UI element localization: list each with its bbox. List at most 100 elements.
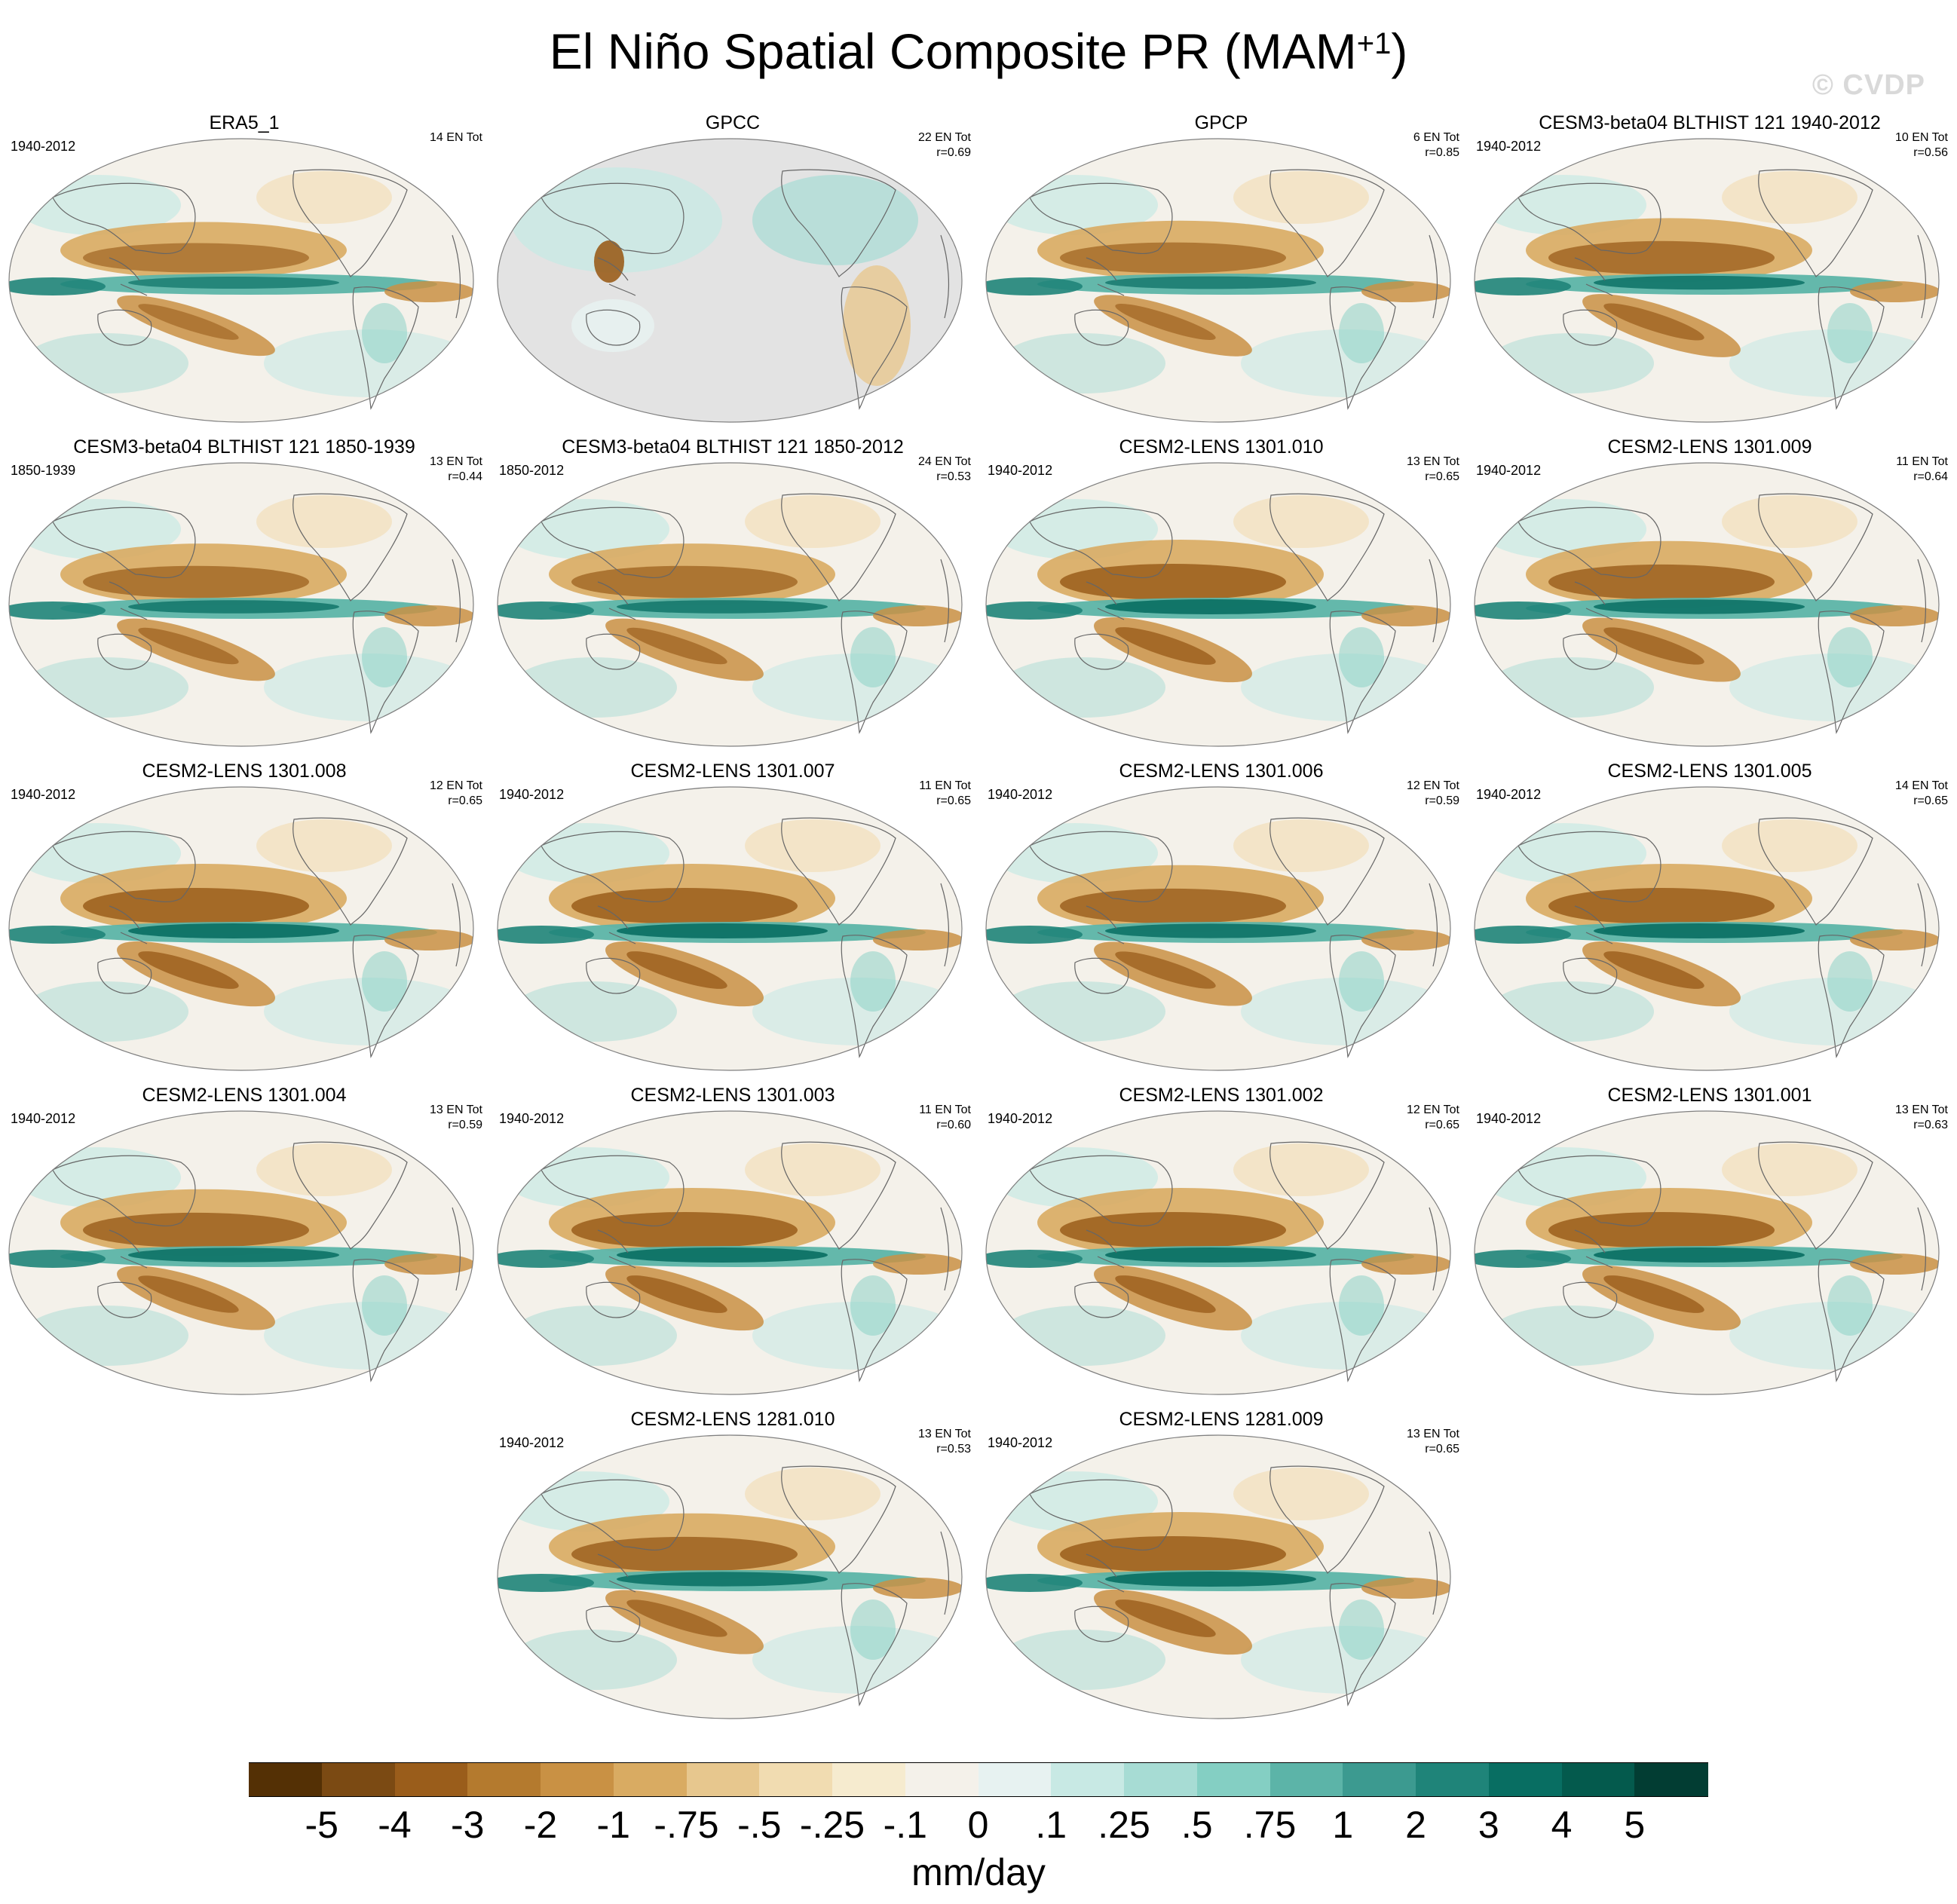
map-field bbox=[1475, 787, 1939, 1070]
wet-south-america bbox=[1339, 627, 1384, 687]
map-border bbox=[1474, 462, 1940, 747]
anomaly-nh-east bbox=[1233, 1468, 1369, 1520]
coastline-africa bbox=[1917, 559, 1927, 643]
map-field bbox=[986, 1111, 1450, 1394]
land-anomaly-north-america bbox=[752, 175, 918, 265]
dry-atlantic bbox=[384, 605, 473, 626]
coastline-eurasia bbox=[541, 182, 684, 255]
anomaly-sh-west bbox=[23, 333, 188, 393]
coastline-africa bbox=[1917, 883, 1927, 967]
map-field bbox=[9, 787, 473, 1070]
colorbar-tick-label: -5 bbox=[305, 1804, 338, 1846]
map-field bbox=[498, 1111, 962, 1394]
coastline-australia bbox=[586, 1606, 641, 1642]
panel-pattern-correlation: r=0.59 bbox=[448, 1119, 482, 1131]
colorbar-swatch bbox=[759, 1762, 833, 1797]
coastline-eurasia bbox=[541, 1155, 684, 1227]
coastline-africa bbox=[452, 883, 461, 967]
panel-years: 1940-2012 bbox=[988, 1435, 1053, 1450]
dry-atlantic bbox=[873, 1254, 962, 1275]
dry-core-north bbox=[83, 1212, 309, 1248]
dry-core-north bbox=[1548, 1212, 1775, 1248]
colorbar-tick-label: 3 bbox=[1478, 1804, 1499, 1846]
panel-years: 1940-2012 bbox=[1476, 787, 1542, 802]
land-anomaly-maritime-continent bbox=[594, 240, 624, 283]
dry-core-north bbox=[1060, 564, 1286, 600]
map-field bbox=[498, 139, 962, 422]
dry-atlantic bbox=[1361, 1578, 1450, 1599]
coastline-eurasia bbox=[1029, 507, 1173, 579]
precip-anomaly-map bbox=[985, 1110, 1451, 1395]
coastline-africa bbox=[1917, 1207, 1927, 1291]
coastline-south-america bbox=[1329, 286, 1396, 410]
dry-core-south bbox=[626, 1275, 727, 1313]
anomaly-nh-east bbox=[1233, 1143, 1369, 1196]
coastline-australia bbox=[1074, 633, 1129, 670]
panel-pattern-correlation: r=0.65 bbox=[448, 794, 482, 807]
dry-atlantic bbox=[1850, 281, 1939, 302]
land-anomaly-australia bbox=[571, 299, 654, 352]
anomaly-nh-east bbox=[1233, 495, 1369, 548]
panel-years: 1940-2012 bbox=[988, 1111, 1053, 1126]
panel-event-count: 11 EN Tot bbox=[1896, 455, 1948, 468]
colorbar-tick-label: -.25 bbox=[799, 1804, 865, 1846]
panel-title: CESM2-LENS 1301.002 bbox=[1119, 1085, 1324, 1106]
panel-event-count: 13 EN Tot bbox=[1407, 455, 1459, 468]
coastline-south-america bbox=[1329, 935, 1396, 1058]
map-border bbox=[8, 462, 474, 747]
anomaly-nh-east bbox=[256, 819, 392, 872]
panel-pattern-correlation: r=0.63 bbox=[1913, 1119, 1948, 1131]
anomaly-nh-east bbox=[256, 1143, 392, 1196]
coastline-maritime-continent bbox=[109, 581, 148, 620]
coastline-australia bbox=[1563, 957, 1618, 994]
anomaly-nh-east bbox=[1233, 819, 1369, 872]
wet-core-equator bbox=[128, 1247, 339, 1263]
coastline-maritime-continent bbox=[1086, 1229, 1125, 1269]
coastline-eurasia bbox=[1518, 182, 1661, 255]
anomaly-sh-west bbox=[1000, 981, 1165, 1042]
map-panel: CESM2-LENS 1301.007 1940-2012 11 EN Tot r=0… bbox=[488, 760, 977, 1076]
map-border bbox=[985, 138, 1451, 423]
cvdp-watermark: © CVDP bbox=[1812, 69, 1925, 101]
panel-pattern-correlation: r=0.65 bbox=[936, 794, 971, 807]
map-panel: CESM2-LENS 1301.002 1940-2012 12 EN Tot r=0… bbox=[977, 1084, 1465, 1400]
coastline-maritime-continent bbox=[1086, 1554, 1125, 1593]
panel-pattern-correlation: r=0.65 bbox=[1913, 794, 1948, 807]
coastline-africa bbox=[940, 1531, 950, 1615]
coastline-south-america bbox=[1818, 611, 1885, 734]
anomaly-sh-west bbox=[1488, 1306, 1654, 1366]
colorbar-tick-label: 4 bbox=[1551, 1804, 1573, 1846]
coastline-eurasia bbox=[1029, 182, 1173, 255]
coastline-australia bbox=[97, 1281, 152, 1318]
panel-title: GPCP bbox=[1194, 112, 1248, 133]
coastline-australia bbox=[1074, 309, 1129, 346]
map-panel: ERA5_1 1940-2012 14 EN Tot bbox=[0, 112, 488, 428]
map-border bbox=[8, 786, 474, 1071]
wet-core-equator bbox=[1594, 599, 1805, 614]
coastline-africa bbox=[1429, 1531, 1438, 1615]
coastline-maritime-continent bbox=[597, 905, 636, 944]
coastline-maritime-continent bbox=[1574, 905, 1613, 944]
map-border bbox=[497, 786, 963, 1071]
coastline-australia bbox=[1074, 1606, 1129, 1642]
coastline-eurasia bbox=[1518, 831, 1661, 903]
map-border bbox=[985, 462, 1451, 747]
colorbar-tick-label: -1 bbox=[596, 1804, 630, 1846]
panel-event-count: 14 EN Tot bbox=[1895, 779, 1948, 792]
wet-south-america bbox=[362, 951, 407, 1012]
panel-pattern-correlation: r=0.53 bbox=[936, 470, 971, 483]
dry-atlantic bbox=[384, 929, 473, 950]
coastline-south-america bbox=[1329, 611, 1396, 734]
coastline-north-america bbox=[292, 817, 408, 926]
panel-event-count: 22 EN Tot bbox=[918, 131, 971, 144]
colorbar-swatch bbox=[905, 1762, 978, 1797]
panel-pattern-correlation: r=0.65 bbox=[1425, 1443, 1459, 1456]
panel-years: 1850-1939 bbox=[11, 463, 76, 478]
dry-atlantic bbox=[1361, 605, 1450, 626]
map-border bbox=[497, 1110, 963, 1395]
coastline-africa bbox=[452, 1207, 461, 1291]
coastline-africa bbox=[940, 1207, 950, 1291]
dry-core-south bbox=[1603, 1275, 1704, 1313]
coastline-maritime-continent bbox=[597, 581, 636, 620]
figure-title-close: ) bbox=[1391, 23, 1408, 79]
